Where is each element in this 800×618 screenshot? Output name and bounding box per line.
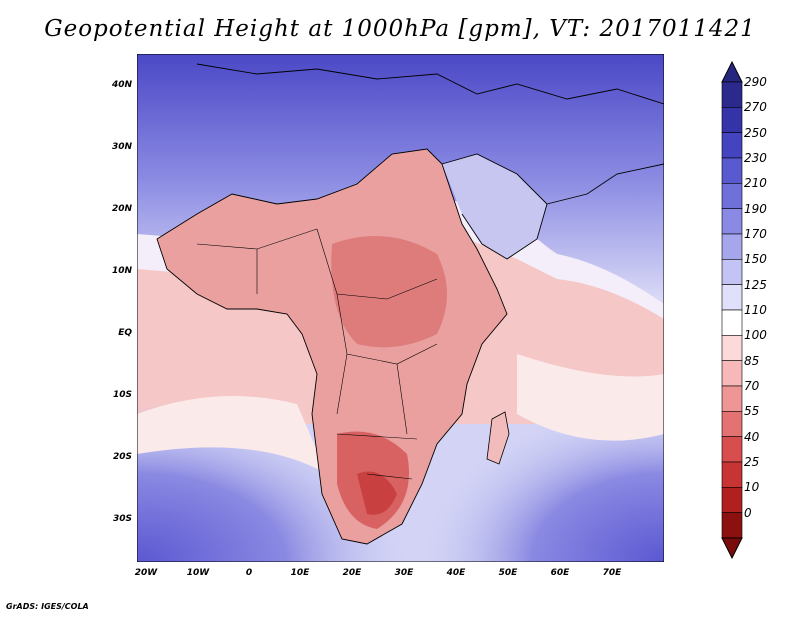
colorbar-label: 40 xyxy=(744,429,760,444)
colorbar-label: 55 xyxy=(744,404,760,419)
colorbar-swatch xyxy=(721,259,743,285)
low-south-core xyxy=(357,471,397,515)
colorbar-label: 190 xyxy=(744,201,767,216)
colorbar-label: 270 xyxy=(744,100,767,115)
colorbar-swatch xyxy=(721,487,743,513)
low-central xyxy=(331,236,447,348)
field-southeast-white xyxy=(517,354,664,441)
lon-label: 20E xyxy=(342,568,362,578)
colorbar-top-arrow xyxy=(721,60,743,83)
colorbar-swatch xyxy=(721,461,743,488)
chart-title: Geopotential Height at 1000hPa [gpm], VT… xyxy=(44,16,756,42)
colorbar-label: 100 xyxy=(744,328,767,343)
coastline-asia xyxy=(546,163,664,205)
colorbar-label: 230 xyxy=(744,151,767,165)
colorbar-label: 250 xyxy=(744,125,767,140)
coastline-europe xyxy=(196,63,664,105)
colorbar-label: 110 xyxy=(744,303,767,317)
colorbar-swatch xyxy=(721,81,743,108)
lon-label: 30E xyxy=(394,568,414,578)
map-panel xyxy=(137,54,664,562)
footer-credit: GrADS: IGES/COLA xyxy=(6,602,89,611)
lat-label: 30N xyxy=(111,142,132,152)
lon-label: 10W xyxy=(186,568,210,578)
colorbar-swatch xyxy=(721,512,743,539)
colorbar-label: 290 xyxy=(744,75,767,89)
colorbar xyxy=(721,60,743,560)
lon-label: 20W xyxy=(134,568,158,578)
lon-label: 40E xyxy=(446,568,466,578)
colorbar-swatch xyxy=(721,436,743,463)
lon-label: 50E xyxy=(498,568,518,578)
lat-label: 10N xyxy=(111,266,132,276)
colorbar-label: 125 xyxy=(744,277,767,292)
lon-label: 0 xyxy=(245,568,253,578)
lat-label: 20N xyxy=(111,204,132,214)
colorbar-label: 85 xyxy=(744,353,760,368)
lat-label: 30S xyxy=(112,514,132,524)
colorbar-label: 0 xyxy=(744,505,752,520)
lat-label: 40N xyxy=(111,80,132,90)
colorbar-bottom-arrow xyxy=(721,537,743,560)
madagascar xyxy=(486,411,510,465)
colorbar-swatch xyxy=(721,385,743,412)
colorbar-swatch xyxy=(721,284,743,311)
colorbar-swatch xyxy=(721,107,743,133)
colorbar-swatch xyxy=(721,360,743,387)
colorbar-swatch xyxy=(721,132,743,159)
field-south-white xyxy=(137,396,327,474)
colorbar-swatch xyxy=(721,335,743,361)
borders xyxy=(196,228,438,480)
colorbar-label: 25 xyxy=(744,455,760,469)
lat-label: 10S xyxy=(112,390,132,400)
colorbar-label: 170 xyxy=(744,227,767,241)
coastline-africa xyxy=(156,148,508,545)
arabia-land xyxy=(442,154,547,259)
colorbar-swatch xyxy=(721,233,743,260)
colorbar-swatch xyxy=(721,157,743,184)
colorbar-label: 210 xyxy=(744,176,767,191)
lon-label: 10E xyxy=(290,568,310,578)
colorbar-label: 150 xyxy=(744,252,767,267)
colorbar-swatch xyxy=(721,309,743,336)
colorbar-swatch xyxy=(721,183,743,209)
lon-label: 70E xyxy=(602,568,622,578)
colorbar-swatch xyxy=(721,411,743,437)
lon-label: 60E xyxy=(550,568,570,578)
colorbar-label: 10 xyxy=(744,480,760,495)
colorbar-label: 70 xyxy=(744,379,760,393)
lat-label: 20S xyxy=(112,452,132,462)
coastline-arabia xyxy=(441,153,548,260)
lat-label: EQ xyxy=(118,328,132,338)
colorbar-swatch xyxy=(721,208,743,235)
